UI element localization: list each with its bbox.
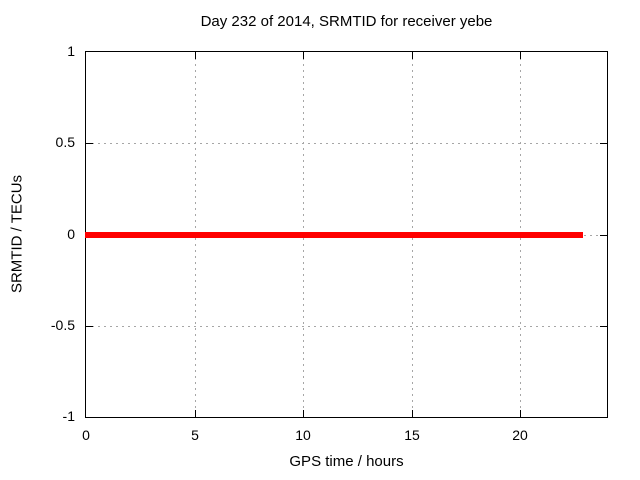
y-tick-mark <box>600 143 607 144</box>
gridline-horizontal <box>86 326 607 327</box>
x-tick-mark <box>412 52 413 59</box>
x-tick-mark <box>303 52 304 59</box>
y-tick-label: -1 <box>62 408 75 424</box>
plot-area <box>85 51 608 418</box>
y-tick-label: -0.5 <box>50 317 75 333</box>
x-tick-label: 10 <box>295 427 311 443</box>
y-tick-mark <box>600 326 607 327</box>
chart-title: Day 232 of 2014, SRMTID for receiver yeb… <box>200 13 493 30</box>
y-tick-label: 1 <box>67 43 75 59</box>
x-tick-label: 15 <box>404 427 420 443</box>
x-tick-label: 5 <box>191 427 199 443</box>
x-axis-label: GPS time / hours <box>289 453 404 470</box>
y-tick-label: 0.5 <box>55 134 75 150</box>
x-tick-mark <box>520 52 521 59</box>
x-tick-mark <box>303 410 304 417</box>
data-line-srmtid <box>85 232 583 238</box>
x-tick-mark <box>195 52 196 59</box>
y-tick-mark <box>86 326 93 327</box>
x-tick-label: 0 <box>82 427 90 443</box>
y-tick-mark <box>600 235 607 236</box>
x-tick-label: 20 <box>512 427 528 443</box>
y-tick-label: 0 <box>67 226 75 242</box>
x-tick-mark <box>412 410 413 417</box>
gridline-horizontal <box>86 143 607 144</box>
x-tick-mark <box>195 410 196 417</box>
y-tick-mark <box>86 143 93 144</box>
x-tick-mark <box>520 410 521 417</box>
